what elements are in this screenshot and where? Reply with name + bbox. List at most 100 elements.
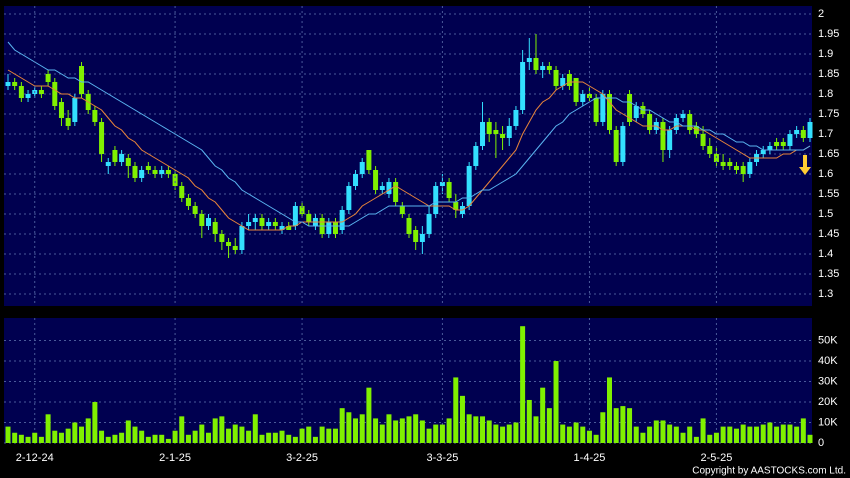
volume-bar — [566, 426, 572, 443]
y-tick-label: 1.6 — [818, 168, 833, 180]
volume-bar — [299, 428, 305, 443]
candle-body — [232, 246, 238, 250]
candle-body — [433, 186, 439, 214]
candle-body — [633, 106, 639, 118]
volume-bar — [640, 432, 646, 443]
volume-bar — [707, 434, 713, 443]
candle-body — [393, 182, 399, 202]
candle-body — [359, 162, 365, 174]
volume-bar — [439, 424, 445, 443]
candle-body — [306, 214, 312, 222]
volume-bar — [459, 395, 465, 443]
volume-bar — [72, 422, 78, 443]
volume-bar — [393, 420, 399, 443]
volume-bar — [52, 430, 58, 443]
volume-bar — [139, 430, 145, 443]
volume-bar — [406, 416, 412, 443]
candle-body — [593, 98, 599, 122]
candle-body — [38, 90, 44, 94]
candle-body — [667, 130, 673, 150]
candle-body — [219, 234, 225, 242]
volume-bar — [794, 426, 800, 443]
volume-bar — [185, 434, 191, 443]
volume-bar — [99, 430, 105, 443]
candle-body — [266, 222, 272, 226]
volume-bar — [500, 426, 506, 443]
volume-bar — [533, 416, 539, 443]
volume-bar — [473, 416, 479, 443]
candle-body — [139, 170, 145, 178]
y-tick-label: 1.45 — [818, 228, 839, 240]
candle-body — [480, 122, 486, 146]
candle-body — [353, 174, 359, 186]
y-tick-label: 40K — [818, 355, 838, 367]
candle-body — [727, 162, 733, 166]
volume-bar — [513, 422, 519, 443]
candle-body — [105, 162, 111, 166]
volume-bar — [466, 414, 472, 443]
candle-body — [58, 102, 64, 118]
candle-body — [145, 166, 151, 170]
candle-body — [627, 94, 633, 122]
candle-body — [252, 218, 258, 222]
volume-bar — [426, 428, 432, 443]
volume-bar — [79, 426, 85, 443]
volume-bar — [179, 416, 185, 443]
volume-bar — [807, 434, 813, 443]
candle-body — [152, 170, 158, 174]
volume-bar — [292, 436, 298, 443]
volume-bar — [379, 424, 385, 443]
volume-bar — [326, 428, 332, 443]
candle-body — [740, 166, 746, 174]
volume-bar — [85, 418, 91, 443]
volume-bar — [526, 399, 532, 443]
volume-bar — [774, 426, 780, 443]
candle-body — [707, 146, 713, 154]
candle-body — [774, 142, 780, 146]
volume-bar — [800, 418, 806, 443]
volume-bar — [586, 430, 592, 443]
candle-body — [379, 186, 385, 190]
candle-body — [780, 142, 786, 146]
volume-bar — [319, 426, 325, 443]
candle-body — [406, 218, 412, 234]
volume-bar — [780, 424, 786, 443]
candle-body — [373, 170, 379, 190]
candle-body — [272, 222, 278, 226]
volume-bar — [112, 434, 118, 443]
candle-body — [79, 66, 85, 94]
candle-body — [132, 166, 138, 178]
volume-bar — [653, 420, 659, 443]
y-tick-label: 1.9 — [818, 48, 833, 60]
y-tick-label: 1.85 — [818, 68, 839, 80]
candle-body — [540, 66, 546, 70]
candle-body — [112, 150, 118, 162]
candle-body — [546, 66, 552, 70]
x-tick-label: 2-5-25 — [701, 452, 733, 464]
volume-bar — [65, 428, 71, 443]
candle-body — [493, 130, 499, 134]
candle-body — [439, 182, 445, 186]
volume-bar — [560, 424, 566, 443]
volume-bar — [152, 434, 158, 443]
candle-body — [299, 206, 305, 214]
volume-bar — [720, 426, 726, 443]
y-tick-label: 1.35 — [818, 268, 839, 280]
candle-body — [332, 222, 338, 234]
volume-bar — [399, 418, 405, 443]
candle-body — [486, 122, 492, 134]
y-tick-label: 1.4 — [818, 248, 833, 260]
plot: 1.3 1.35 1.4 1.45 1.5 1.55 1.6 1.65 1.7 1.75 1.8 1.… — [4, 6, 839, 464]
volume-bar — [206, 432, 211, 443]
candle-body — [212, 222, 218, 234]
candle-body — [286, 226, 292, 230]
candle-body — [99, 122, 105, 154]
y-tick-label: 2 — [818, 8, 824, 20]
moving-average-line — [7, 41, 811, 227]
volume-bar — [433, 424, 439, 443]
candle-body — [52, 82, 58, 106]
volume-bar — [613, 408, 619, 443]
candle-body — [733, 166, 739, 170]
candle-body — [165, 170, 171, 174]
candle-body — [226, 242, 232, 246]
